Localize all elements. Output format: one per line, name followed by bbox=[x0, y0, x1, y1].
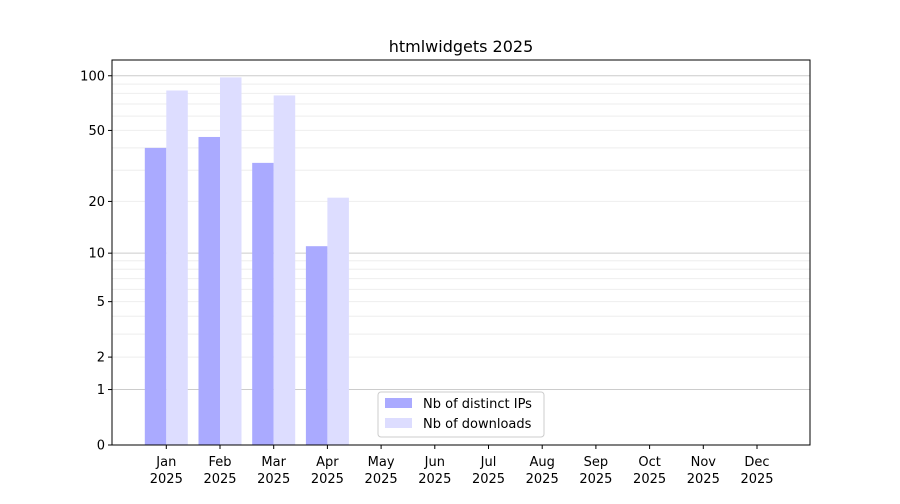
y-tick-label: 100 bbox=[80, 69, 105, 84]
x-tick-label: 2025 bbox=[526, 472, 559, 487]
x-tick-label: Jul bbox=[480, 455, 497, 470]
x-tick-label: 2025 bbox=[418, 472, 451, 487]
x-tick-label: 2025 bbox=[687, 472, 720, 487]
x-tick-label: 2025 bbox=[740, 472, 773, 487]
x-tick-label: Aug bbox=[530, 455, 555, 470]
bar-distinct-ips bbox=[198, 136, 220, 445]
bar-downloads bbox=[273, 95, 296, 446]
x-tick-label: Jan bbox=[155, 455, 176, 470]
legend-label: Nb of distinct IPs bbox=[423, 397, 532, 412]
bar-distinct-ips bbox=[252, 162, 274, 445]
x-tick-label: 2025 bbox=[257, 472, 290, 487]
x-tick-label: Dec bbox=[744, 455, 769, 470]
x-tick-label: Apr bbox=[316, 455, 339, 470]
x-tick-label: 2025 bbox=[365, 472, 398, 487]
y-tick-label: 20 bbox=[88, 195, 105, 210]
legend-label: Nb of downloads bbox=[423, 417, 532, 432]
x-tick-label: Sep bbox=[584, 455, 609, 470]
y-tick-label: 1 bbox=[97, 383, 105, 398]
bar-downloads bbox=[166, 90, 188, 445]
bar-distinct-ips bbox=[144, 147, 167, 445]
x-tick-label: 2025 bbox=[579, 472, 612, 487]
x-tick-label: 2025 bbox=[150, 472, 183, 487]
x-tick-label: 2025 bbox=[472, 472, 505, 487]
y-tick-label: 2 bbox=[97, 351, 105, 366]
bar-downloads bbox=[327, 197, 349, 445]
legend-box bbox=[377, 391, 545, 438]
x-tick-label: Feb bbox=[208, 455, 231, 470]
legend: Nb of distinct IPs Nb of downloads bbox=[377, 391, 545, 438]
x-tick-label: Jun bbox=[424, 455, 445, 470]
y-tick-label: 0 bbox=[97, 439, 105, 454]
y-tick-label: 5 bbox=[97, 295, 105, 310]
bar-downloads bbox=[220, 77, 242, 445]
y-tick-label: 10 bbox=[88, 247, 105, 262]
legend-swatch bbox=[385, 418, 412, 428]
chart-title: htmlwidgets 2025 bbox=[389, 37, 534, 56]
x-tick-label: Nov bbox=[691, 455, 717, 470]
x-tick-label: 2025 bbox=[633, 472, 666, 487]
x-tick-label: Oct bbox=[638, 455, 660, 470]
legend-swatch bbox=[385, 398, 412, 408]
x-tick-label: 2025 bbox=[311, 472, 344, 487]
x-tick-label: 2025 bbox=[203, 472, 236, 487]
plot-frame bbox=[111, 59, 811, 446]
y-tick-label: 50 bbox=[88, 124, 105, 139]
x-tick-label: Mar bbox=[261, 455, 286, 470]
x-tick-label: May bbox=[368, 455, 395, 470]
bar-distinct-ips bbox=[305, 246, 328, 445]
